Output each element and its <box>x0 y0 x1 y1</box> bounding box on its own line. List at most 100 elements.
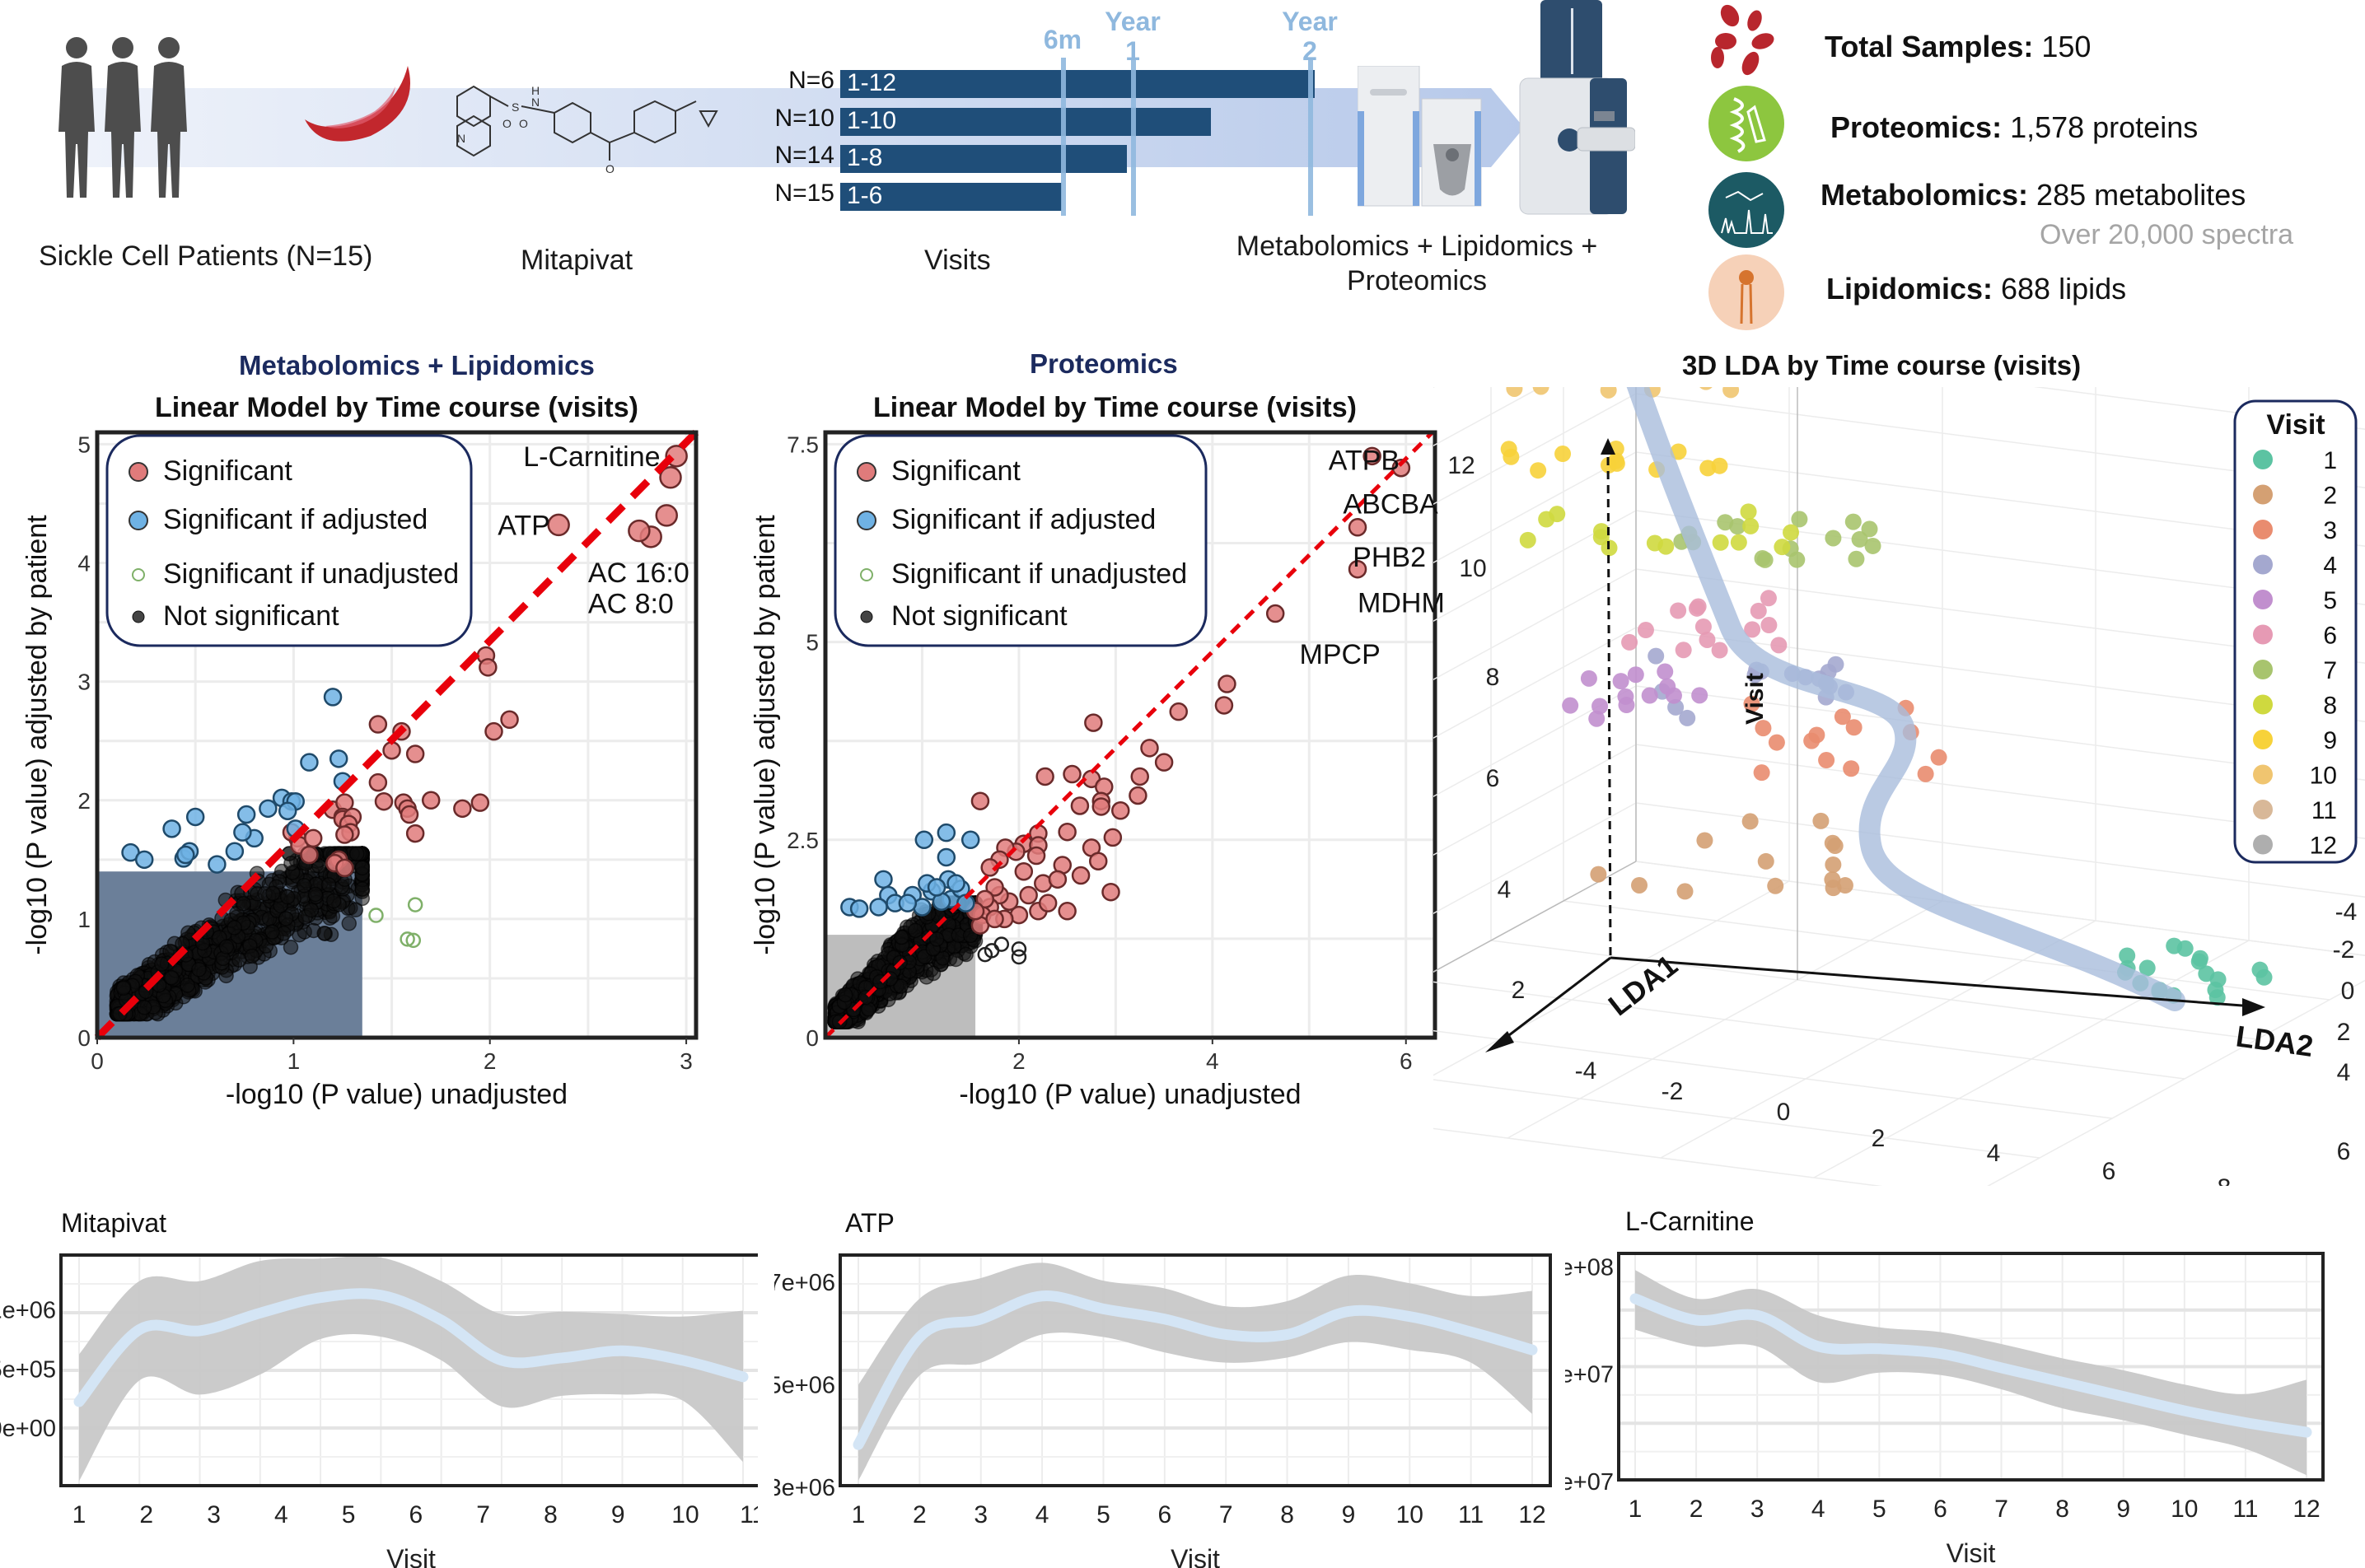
stat-value: 688 lipids <box>2001 272 2127 306</box>
legend-marker <box>2253 800 2273 819</box>
data-point <box>927 878 946 897</box>
metabolite-icon <box>1708 172 1784 248</box>
data-point <box>1014 861 1034 881</box>
stat-subtext: Over 20,000 spectra <box>2040 219 2294 250</box>
cohort-visits-label: 1-12 <box>847 69 897 96</box>
y-tick-label: 0 <box>2341 978 2355 1005</box>
legend-marker <box>860 610 873 623</box>
legend-label: Significant if adjusted <box>163 504 428 535</box>
data-point <box>500 710 519 730</box>
x-tick-label: 9 <box>1342 1501 1356 1528</box>
data-point <box>1091 797 1111 816</box>
lda-point-visit-5 <box>1588 710 1605 727</box>
y-tick-label: 5e+06 <box>774 1373 835 1399</box>
legend-label: Not significant <box>163 600 339 632</box>
y-tick-label: 4 <box>77 551 91 576</box>
data-point <box>874 870 893 889</box>
grid-line <box>1433 1127 1883 1186</box>
x-tick-label: 9 <box>611 1501 625 1528</box>
series-significant-if-unadjusted <box>977 936 1027 965</box>
smooth-fit-line <box>853 1290 1538 1450</box>
data-point <box>960 830 980 850</box>
legend-label: 7 <box>2323 657 2337 684</box>
data-point <box>1130 767 1149 786</box>
legend-marker <box>860 568 873 581</box>
point-not-significant <box>303 902 320 918</box>
lda-point-visit-1 <box>2255 968 2273 986</box>
legend-marker <box>2253 624 2273 645</box>
point-not-significant <box>316 926 332 941</box>
legend-label: Significant if unadjusted <box>891 558 1187 590</box>
chart-title: ATP <box>845 1208 895 1238</box>
smooth-fit-line <box>73 1288 749 1407</box>
data-point <box>303 828 323 848</box>
x-tick-label: 3 <box>1750 1496 1764 1523</box>
lda-point-visit-8 <box>1730 534 1747 551</box>
visit-axis-label: Visit <box>1741 673 1769 725</box>
lda-point-visit-7 <box>1754 550 1771 567</box>
lda-point-visit-4 <box>1679 709 1696 726</box>
grid-line <box>1433 1029 2113 1119</box>
data-point <box>453 799 472 819</box>
lda-point-visit-9 <box>1699 460 1717 477</box>
data-point <box>1019 885 1038 905</box>
lda-point-visit-5 <box>1657 663 1674 680</box>
plot-frame <box>59 1253 758 1487</box>
legend-label: 3 <box>2323 517 2337 544</box>
data-point <box>1048 870 1068 889</box>
point-not-significant <box>354 881 371 897</box>
visit-axis-arrowhead <box>1601 438 1615 455</box>
series-significant-if-unadjusted <box>368 897 423 949</box>
legend-marker <box>2253 730 2273 749</box>
plot-frame <box>1617 1252 2325 1482</box>
point-not-significant <box>278 911 294 926</box>
lda-point-visit-5 <box>1617 688 1634 705</box>
x-tick-label: 5 <box>1872 1496 1886 1523</box>
legend-marker <box>129 462 148 482</box>
lda-point-visit-5 <box>1691 687 1708 704</box>
lda-point-visit-7 <box>1864 537 1881 554</box>
lda-point-visit-7 <box>1791 511 1808 528</box>
x-tick-label: 11 <box>740 1501 758 1528</box>
legend-label: 6 <box>2323 623 2337 650</box>
legend-label: 10 <box>2310 763 2337 790</box>
marker-line2: 1 <box>1125 36 1140 66</box>
x-tick-label: 7 <box>1994 1496 2008 1523</box>
lda-point-visit-3 <box>1843 760 1860 777</box>
data-point <box>259 799 278 819</box>
data-point <box>937 823 956 842</box>
data-point <box>335 825 354 844</box>
legend-label: Significant if adjusted <box>891 504 1156 535</box>
lda-point-visit-2 <box>1825 856 1842 873</box>
lda-point-visit-3 <box>1808 726 1825 744</box>
grid-line <box>1490 940 2258 1040</box>
x-tick-label: -2 <box>1662 1078 1684 1105</box>
x-tick-label: 2 <box>484 1048 497 1074</box>
lda-point-visit-8 <box>1519 531 1536 548</box>
point-not-significant <box>279 889 296 905</box>
legend-marker <box>132 568 145 581</box>
lda2-axis-arrowhead <box>2242 998 2265 1016</box>
y-tick-label: 1 <box>77 907 91 932</box>
point-not-significant <box>307 886 324 903</box>
grid-line <box>1635 861 2365 956</box>
data-point <box>1265 604 1285 623</box>
red-blood-cells-icon <box>1711 4 1774 76</box>
svg-text:N: N <box>531 96 540 109</box>
data-point <box>975 889 995 909</box>
point-not-significant <box>283 940 299 955</box>
not-significant-points <box>109 846 371 1022</box>
cohort-bar: 1-12 <box>840 69 1315 98</box>
protein-icon <box>1708 86 1784 161</box>
cohort-visits-label: 1-8 <box>847 144 883 171</box>
x-tick-label: 4 <box>1206 1048 1219 1074</box>
sickle-cell-icon <box>305 66 410 142</box>
stat-key: Total Samples: <box>1825 30 2042 63</box>
data-point <box>405 824 425 843</box>
lda-point-visit-7 <box>1825 530 1842 547</box>
y-tick-label: 2 <box>77 788 91 814</box>
x-tick-label: 8 <box>2055 1496 2069 1523</box>
lda-point-visit-8 <box>1783 524 1800 541</box>
cohort-n-label: N=10 <box>774 105 834 132</box>
stat-key: Proteomics: <box>1830 110 2011 144</box>
